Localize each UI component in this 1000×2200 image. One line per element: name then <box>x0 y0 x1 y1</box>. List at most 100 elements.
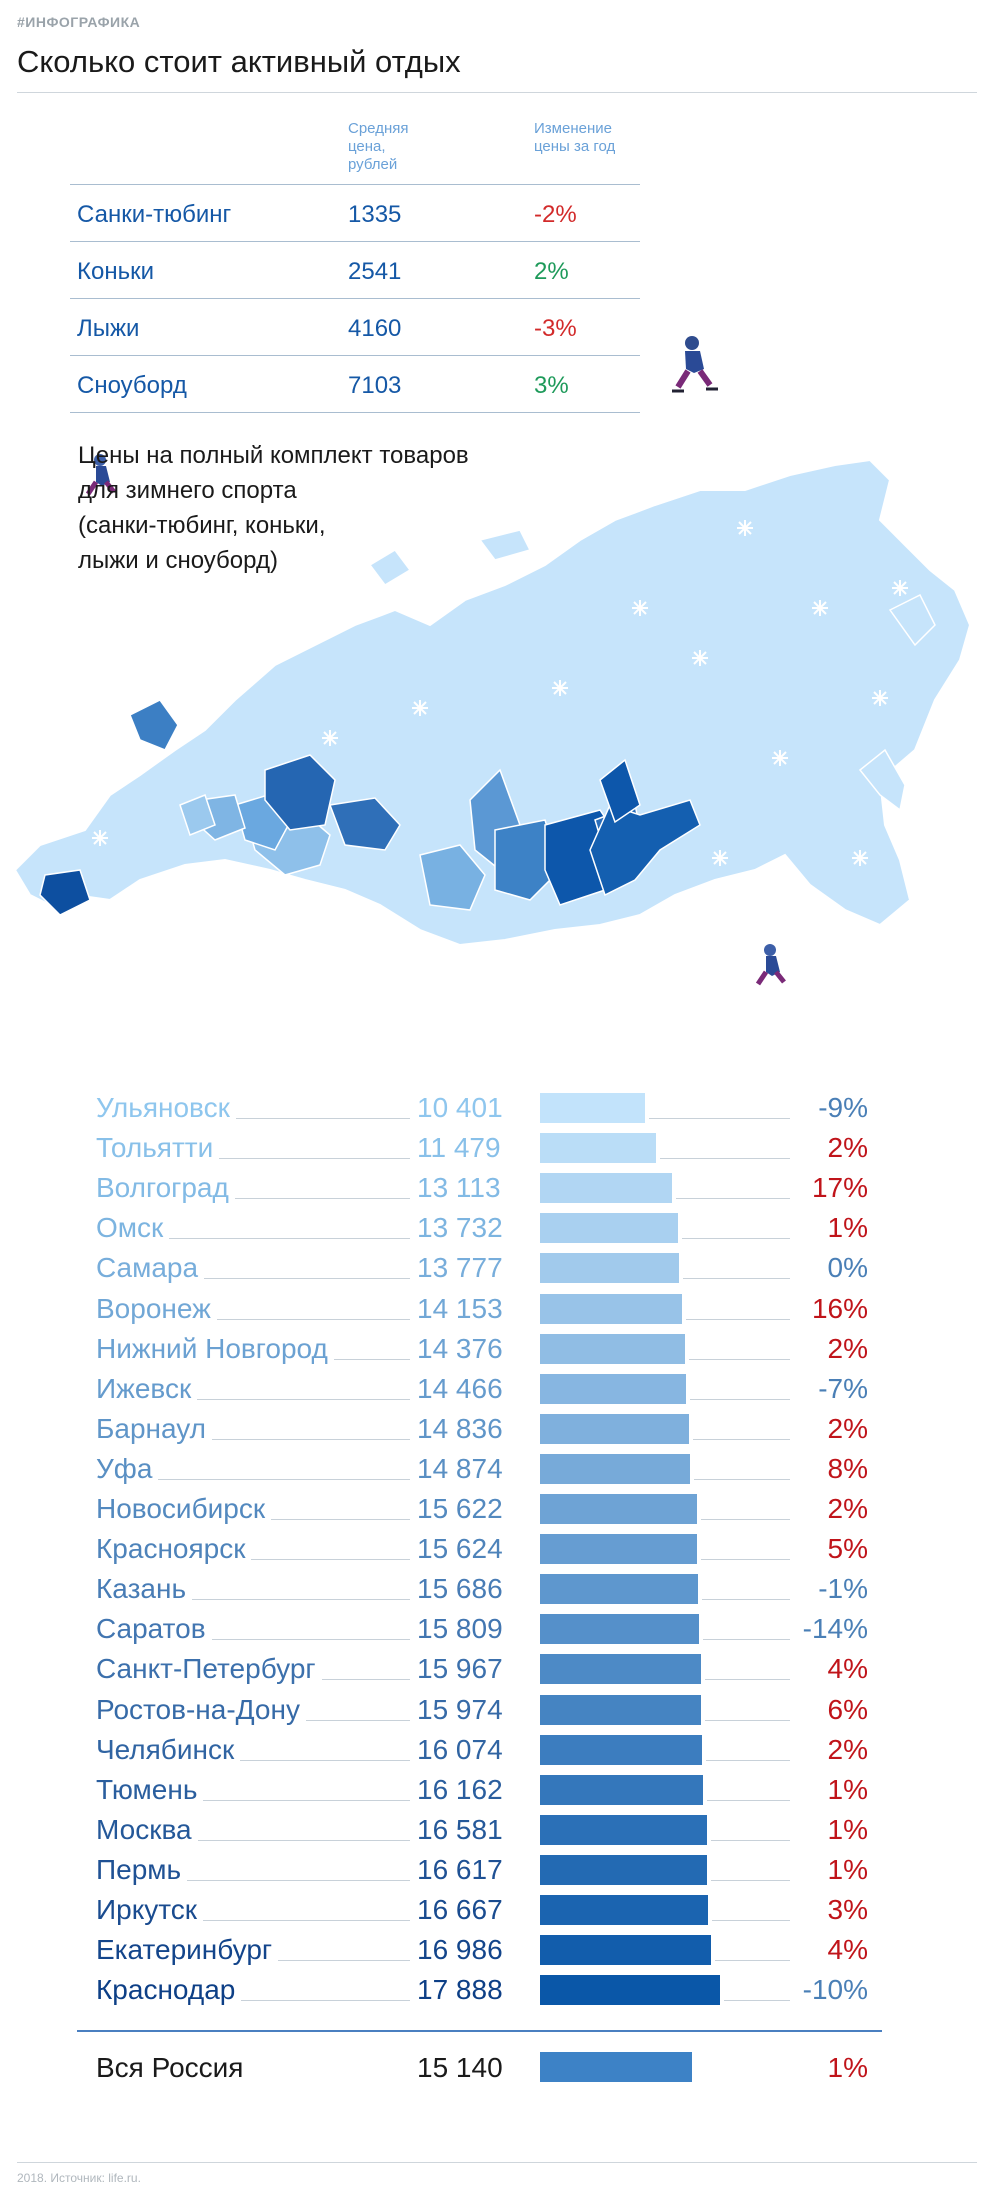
leader-line <box>236 1118 410 1119</box>
city-name: Москва <box>96 1813 192 1845</box>
map-regions <box>39 699 701 916</box>
footer-source: 2018. Источник: life.ru. <box>17 2171 141 2185</box>
city-value: 14 376 <box>417 1332 503 1364</box>
city-change: 4% <box>827 1653 868 1685</box>
city-bar <box>540 1774 703 1805</box>
leader-line <box>689 1358 790 1360</box>
city-name: Иркутск <box>96 1894 198 1925</box>
leader-line <box>724 2000 790 2002</box>
city-name: Новосибирск <box>96 1493 266 1524</box>
sport-price: 1335 <box>348 201 402 228</box>
leader-line <box>203 1799 410 1801</box>
city-value: 16 074 <box>417 1733 503 1765</box>
leader-line <box>703 1639 790 1641</box>
city-change: -9% <box>818 1092 868 1123</box>
city-change: 0% <box>827 1252 868 1284</box>
sport-name: Сноуборд <box>77 372 187 399</box>
city-value: 11 479 <box>417 1132 501 1164</box>
city-value: 10 401 <box>417 1092 503 1123</box>
city-change: 2% <box>827 1132 868 1164</box>
city-bar <box>540 1494 697 1524</box>
city-value: 14 466 <box>417 1372 503 1404</box>
city-name: Нижний Новгород <box>96 1332 328 1364</box>
city-row: Тольятти 11 479 2% <box>0 1127 1000 1167</box>
sport-name: Коньки <box>77 258 154 285</box>
city-row: Ижевск 14 466 -7% <box>0 1368 1000 1408</box>
leader-line <box>690 1398 790 1400</box>
sport-change: -3% <box>534 315 577 342</box>
subtitle-line: Цены на полный комплект товаров <box>78 442 469 469</box>
leader-line <box>219 1158 410 1160</box>
city-bar <box>540 1093 645 1123</box>
city-value: 15 686 <box>417 1573 503 1605</box>
leader-line <box>217 1318 410 1320</box>
subtitle-line: лыжи и сноуборд) <box>78 547 278 574</box>
city-bar <box>540 1814 707 1845</box>
header-change-line: цены за год <box>534 138 616 155</box>
city-change: 2% <box>827 1412 868 1444</box>
city-bar <box>540 1935 711 1966</box>
city-name: Ульяновск <box>96 1092 230 1123</box>
total-row: Вся Россия 15 140 1% <box>0 2047 1000 2091</box>
city-row: Москва 16 581 1% <box>0 1809 1000 1849</box>
city-row: Санкт-Петербург 15 967 4% <box>0 1648 1000 1688</box>
city-change: 2% <box>827 1493 868 1524</box>
city-name: Омск <box>96 1212 164 1244</box>
city-row: Красноярск 15 624 5% <box>0 1528 1000 1568</box>
city-name: Самара <box>96 1252 199 1284</box>
city-name: Екатеринбург <box>96 1934 273 1966</box>
city-change: 6% <box>827 1693 868 1725</box>
subtitle-line: (санки-тюбинг, коньки, <box>78 512 326 539</box>
city-row: Казань 15 686 -1% <box>0 1568 1000 1608</box>
total-bar <box>540 2052 692 2082</box>
city-value: 16 667 <box>417 1894 503 1925</box>
city-value: 16 986 <box>417 1934 503 1966</box>
leader-line <box>694 1478 790 1480</box>
sport-name: Санки-тюбинг <box>77 201 232 228</box>
city-change: 4% <box>827 1934 868 1966</box>
leader-line <box>251 1559 410 1561</box>
leader-line <box>240 1759 410 1761</box>
city-bar <box>540 1333 685 1364</box>
city-row: Тюмень 16 162 1% <box>0 1769 1000 1809</box>
leader-line <box>693 1438 790 1440</box>
city-change: 17% <box>811 1172 868 1204</box>
russia-map <box>13 454 972 986</box>
city-change: -14% <box>802 1613 868 1645</box>
city-value: 16 581 <box>417 1813 503 1845</box>
leader-line <box>322 1679 410 1681</box>
city-change: 3% <box>827 1894 868 1925</box>
city-change: 1% <box>827 1212 868 1244</box>
skater-icon <box>755 944 786 986</box>
leader-line <box>682 1238 790 1240</box>
city-change: 5% <box>827 1533 868 1565</box>
city-name: Уфа <box>96 1452 153 1484</box>
leader-line <box>197 1398 410 1400</box>
footer-divider <box>17 2162 977 2163</box>
leader-line <box>235 1198 410 1200</box>
city-name: Барнаул <box>96 1412 206 1444</box>
city-name: Челябинск <box>96 1733 235 1765</box>
city-name: Тюмень <box>96 1773 198 1805</box>
title-divider <box>17 92 977 93</box>
total-change: 1% <box>827 2052 868 2083</box>
city-row: Краснодар 17 888 -10% <box>0 1969 1000 2009</box>
leader-line <box>278 1960 410 1962</box>
header-price-line: рублей <box>348 156 398 173</box>
city-change: 1% <box>827 1813 868 1845</box>
leader-line <box>707 1799 790 1801</box>
sport-price: 2541 <box>348 258 402 285</box>
city-name: Санкт-Петербург <box>96 1653 316 1685</box>
leader-line <box>203 1920 410 1921</box>
city-bar <box>540 1614 699 1645</box>
table-row: Лыжи 4160 -3% <box>70 299 640 356</box>
city-row: Ростов-на-Дону 15 974 6% <box>0 1689 1000 1729</box>
sport-price: 7103 <box>348 372 402 399</box>
map-subtitle: Цены на полный комплект товаров для зимн… <box>78 438 469 578</box>
city-change: 2% <box>827 1733 868 1765</box>
leader-line <box>649 1118 790 1119</box>
city-bar <box>540 1694 701 1725</box>
city-bar <box>540 1453 690 1484</box>
city-row: Нижний Новгород 14 376 2% <box>0 1328 1000 1368</box>
city-name: Пермь <box>96 1853 182 1885</box>
